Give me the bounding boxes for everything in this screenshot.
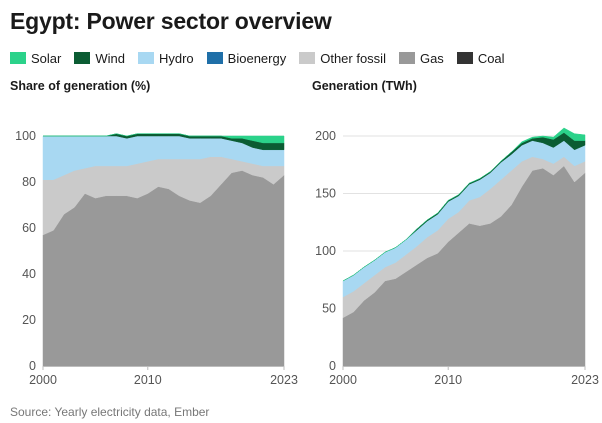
legend-label-coal: Coal <box>477 50 505 66</box>
legend-item-bioenergy[interactable]: Bioenergy <box>206 50 287 66</box>
y-tick-label-share-40: 40 <box>22 267 36 281</box>
x-tick-label-share-2000: 2000 <box>29 373 57 387</box>
legend-item-solar[interactable]: Solar <box>10 51 61 66</box>
area-share-solar[interactable] <box>43 133 285 144</box>
legend-label-other-fossil: Other fossil <box>320 50 386 66</box>
chart-share: 0 20 40 60 80 100 2000 2010 2023 <box>15 129 298 387</box>
legend-item-wind[interactable]: Wind <box>74 51 125 66</box>
legend-swatch-solar <box>10 52 26 64</box>
legend-label-solar: Solar <box>31 50 62 66</box>
legend-item-hydro[interactable]: Hydro <box>137 50 194 66</box>
x-tick-label-share-2010: 2010 <box>134 373 162 387</box>
y-tick-label-generation-150: 150 <box>315 187 336 201</box>
legend-label-bioenergy: Bioenergy <box>227 50 287 66</box>
legend-swatch-other-fossil <box>299 52 316 64</box>
x-tick-label-share-2023: 2023 <box>270 373 298 387</box>
x-tick-label-generation-2010: 2010 <box>434 373 462 387</box>
legend-swatch-bioenergy <box>206 52 223 64</box>
x-tick-label-generation-2000: 2000 <box>329 373 357 387</box>
legend: Solar Wind Hydro Bioenergy Other fossil … <box>10 50 518 66</box>
chart-title-share: Share of generation (%) <box>10 79 151 93</box>
y-tick-label-share-80: 80 <box>22 175 36 189</box>
chart-title-generation: Generation (TWh) <box>312 79 417 93</box>
source-note: Source: Yearly electricity data, Ember <box>10 405 210 419</box>
y-tick-label-generation-100: 100 <box>315 244 336 258</box>
legend-item-gas[interactable]: Gas <box>398 50 444 66</box>
legend-swatch-wind <box>74 52 91 64</box>
legend-swatch-hydro <box>137 52 154 64</box>
legend-label-hydro: Hydro <box>158 50 194 66</box>
y-tick-label-share-0: 0 <box>29 359 36 373</box>
x-tick-label-generation-2023: 2023 <box>571 373 599 387</box>
legend-swatch-coal <box>456 52 473 64</box>
y-tick-label-generation-0: 0 <box>329 359 336 373</box>
legend-label-wind: Wind <box>95 50 125 66</box>
y-tick-label-share-60: 60 <box>22 221 36 235</box>
legend-item-other-fossil[interactable]: Other fossil <box>299 51 386 66</box>
legend-swatch-gas <box>398 52 415 64</box>
y-tick-label-generation-200: 200 <box>315 129 336 143</box>
legend-label-gas: Gas <box>419 50 444 66</box>
y-tick-label-generation-50: 50 <box>322 302 336 316</box>
y-tick-label-share-100: 100 <box>15 129 36 143</box>
y-tick-label-share-20: 20 <box>22 313 36 327</box>
legend-item-coal[interactable]: Coal <box>456 50 505 66</box>
area-generation-solar[interactable] <box>342 127 586 282</box>
chart-generation: 0 50 100 150 200 2000 2010 2023 <box>315 127 599 387</box>
page-title: Egypt: Power sector overview <box>10 8 332 34</box>
